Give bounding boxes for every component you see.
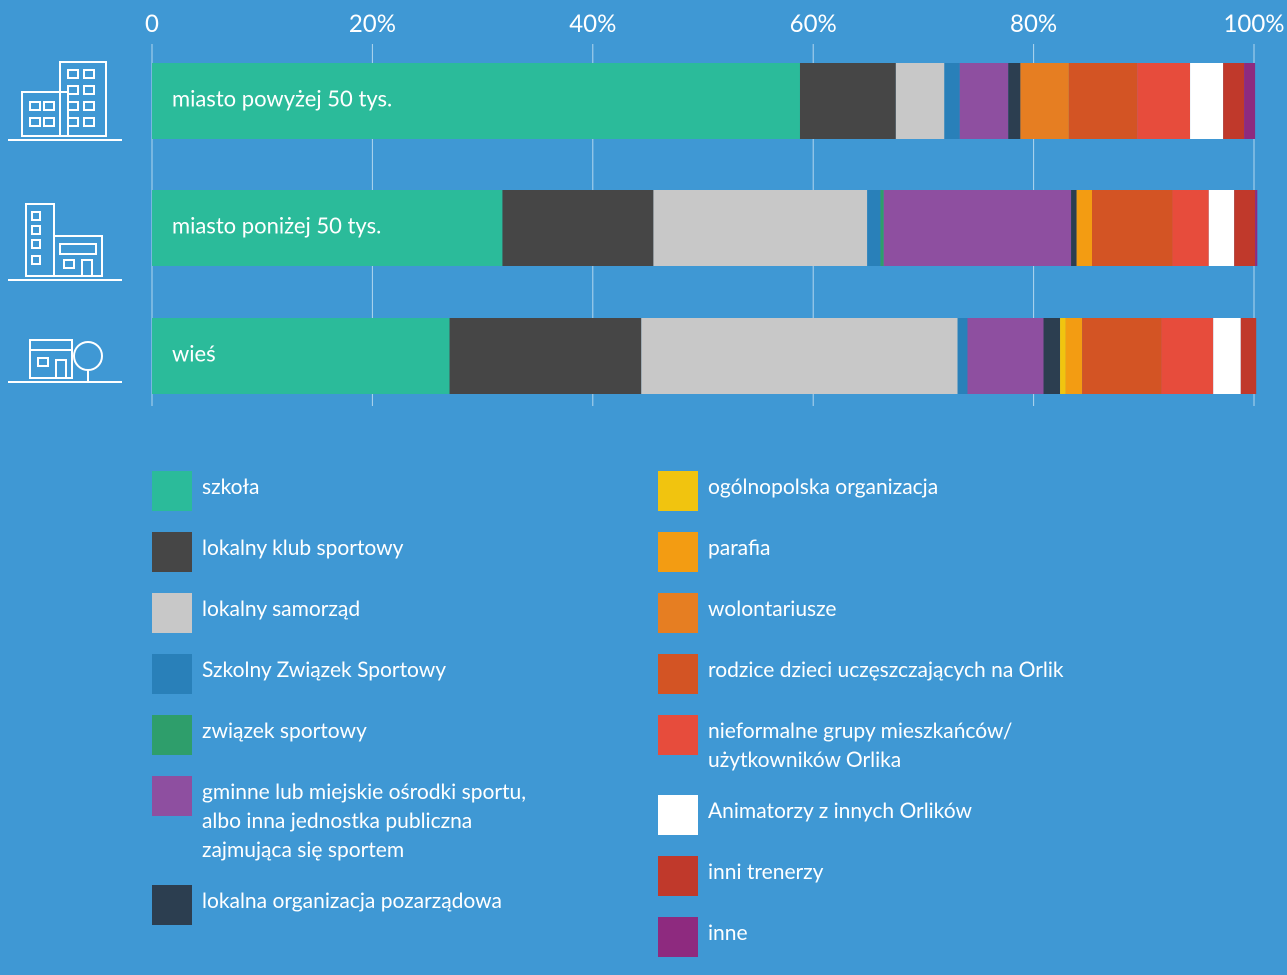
- bar-segment: [957, 318, 968, 394]
- bar-segment: [1082, 318, 1162, 394]
- bar-segment: [1071, 190, 1077, 266]
- category-label: miasto poniżej 50 tys.: [172, 212, 381, 239]
- legend-item: Animatorzy z innych Orlików: [658, 792, 1278, 835]
- legend-label: wolontariusze: [708, 596, 837, 621]
- legend-right: ogólnopolska organizacja parafia wolontari…: [658, 468, 1278, 975]
- legend-label: Animatorzy z innych Orlików: [708, 798, 973, 823]
- legend-swatch: [658, 532, 698, 572]
- legend-swatch: [152, 776, 192, 816]
- bar-segment: [1255, 190, 1258, 266]
- bar-segment: [1240, 318, 1257, 394]
- bar-segment: [449, 318, 642, 394]
- legend-label: lokalna organizacja pozarządowa: [202, 888, 502, 913]
- icon-village: [8, 339, 122, 383]
- legend-item: gminne lub miejskie ośrodki sportu, albo…: [152, 773, 632, 864]
- legend-swatch: [658, 593, 698, 633]
- icon-big-city: [8, 61, 122, 141]
- legend-item: Szkolny Związek Sportowy: [152, 651, 632, 694]
- page: {"chart_data": {"type": "stacked-bar-hor…: [8, 9, 1285, 957]
- legend-label: gminne lub miejskie ośrodki sportu, albo…: [202, 779, 527, 862]
- x-tick-label: 60%: [790, 9, 837, 38]
- bar-segment: [1092, 190, 1173, 266]
- legend-swatch: [152, 593, 192, 633]
- legend-label: inne: [708, 920, 748, 945]
- legend-item: lokalny samorząd: [152, 590, 632, 633]
- category-label: wieś: [172, 340, 216, 367]
- bar-segment: [1161, 318, 1214, 394]
- legend-item: lokalna organizacja pozarządowa: [152, 882, 632, 925]
- legend-item: inne: [658, 914, 1278, 957]
- legend-item: związek sportowy: [152, 712, 632, 755]
- legend-label: ogólnopolska organizacja: [708, 474, 939, 499]
- legend-item: parafia: [658, 529, 1278, 572]
- legend-item: ogólnopolska organizacja: [658, 468, 1278, 511]
- bar-segment: [799, 63, 896, 139]
- bar-segment: [944, 63, 960, 139]
- x-tick-label: 40%: [569, 9, 616, 38]
- x-tick-label: 100%: [1224, 9, 1285, 38]
- legend-swatch: [658, 471, 698, 511]
- bar-segment: [152, 318, 450, 394]
- bar-segment: [1234, 190, 1256, 266]
- legend-item: wolontariusze: [658, 590, 1278, 633]
- legend-label: lokalny samorząd: [202, 596, 361, 621]
- bar-segment: [502, 190, 654, 266]
- bar-segment: [641, 318, 958, 394]
- bar-segment: [967, 318, 1044, 394]
- x-tick-label: 20%: [349, 9, 396, 38]
- legend-item: rodzice dzieci uczęszczających na Orlik: [658, 651, 1278, 694]
- bar-segment: [152, 190, 503, 266]
- bar-segment: [1068, 63, 1138, 139]
- legend-label: parafia: [708, 535, 771, 560]
- bar-segment: [959, 63, 1009, 139]
- category-label: miasto powyżej 50 tys.: [172, 85, 392, 112]
- legend-swatch: [152, 654, 192, 694]
- legend-swatch: [658, 715, 698, 755]
- legend-swatch: [152, 715, 192, 755]
- legend-label: Szkolny Związek Sportowy: [202, 657, 447, 682]
- bar-segment: [653, 190, 868, 266]
- icons: [8, 61, 122, 383]
- bar-segment: [1060, 318, 1066, 394]
- bar-segment: [867, 190, 881, 266]
- bar-segment: [1244, 63, 1256, 139]
- bar-segment: [1223, 63, 1245, 139]
- legend-label: szkoła: [202, 474, 260, 499]
- bar-segment: [1065, 318, 1083, 394]
- bar-segment: [1020, 63, 1069, 139]
- legend-item: nieformalne grupy mieszkańców/ użytkowni…: [658, 712, 1278, 774]
- x-tick-label: 80%: [1010, 9, 1057, 38]
- bar-segment: [880, 190, 884, 266]
- legend-swatch: [658, 917, 698, 957]
- legend-swatch: [152, 471, 192, 511]
- bar-segment: [1137, 63, 1191, 139]
- legend-swatch: [152, 885, 192, 925]
- bar-segment: [883, 190, 1072, 266]
- bar-segment: [895, 63, 945, 139]
- icon-small-city: [8, 203, 122, 281]
- bar-segment: [1008, 63, 1021, 139]
- legend-swatch: [658, 654, 698, 694]
- legend-swatch: [152, 532, 192, 572]
- legend-label: nieformalne grupy mieszkańców/ użytkowni…: [708, 718, 1013, 772]
- bar-segment: [1190, 63, 1224, 139]
- legend-left: szkoła lokalny klub sportowy lokalny samor…: [152, 468, 632, 943]
- legend-label: lokalny klub sportowy: [202, 535, 404, 560]
- legend-swatch: [658, 856, 698, 896]
- bar-segment: [1172, 190, 1209, 266]
- legend-swatch: [658, 795, 698, 835]
- x-tick-label: 0: [145, 9, 159, 38]
- legend-item: lokalny klub sportowy: [152, 529, 632, 572]
- legend-item: szkoła: [152, 468, 632, 511]
- legend-label: inni trenerzy: [708, 859, 824, 884]
- bar-segment: [152, 63, 800, 139]
- legend-label: rodzice dzieci uczęszczających na Orlik: [708, 657, 1064, 682]
- chart: 0 20% 40% 60% 80% 100% miasto powyżej 50 tys. m…: [8, 9, 1285, 406]
- bar-segment: [1208, 190, 1235, 266]
- bar-segment: [1076, 190, 1093, 266]
- legend-item: inni trenerzy: [658, 853, 1278, 896]
- legend-label: związek sportowy: [202, 718, 367, 743]
- bar-segment: [1213, 318, 1241, 394]
- bar-segment: [1043, 318, 1061, 394]
